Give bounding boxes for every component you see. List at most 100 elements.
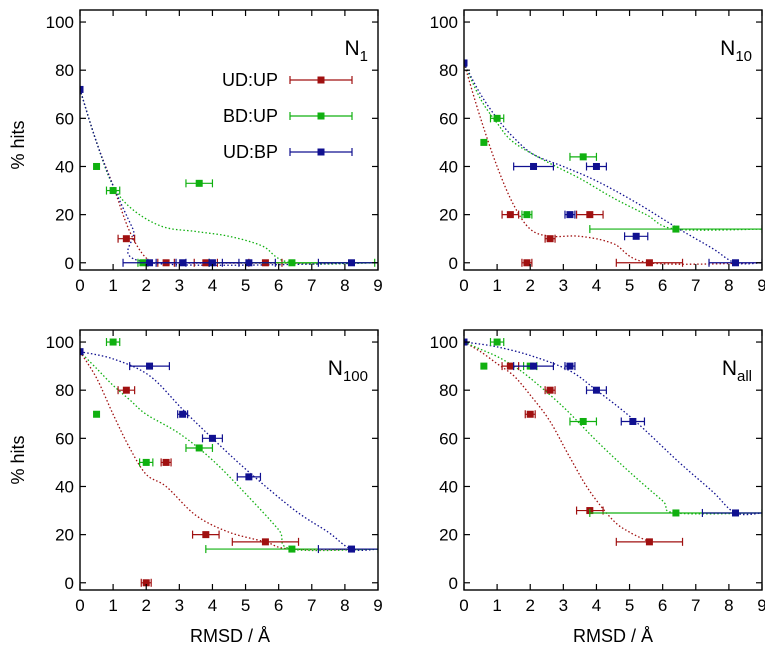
legend-label: BD:UP — [223, 106, 278, 126]
y-axis-label-top: % hits — [8, 120, 28, 169]
x-tick-label: 7 — [691, 596, 700, 615]
y-tick-label: 0 — [449, 574, 458, 593]
data-point — [480, 362, 488, 370]
trend-curve — [80, 351, 378, 551]
x-tick-label: 3 — [559, 596, 568, 615]
y-tick-label: 40 — [55, 477, 74, 496]
legend-label: UD:BP — [223, 142, 278, 162]
data-point — [579, 153, 587, 161]
x-tick-label: 6 — [274, 596, 283, 615]
x-tick-label: 6 — [658, 596, 667, 615]
y-axis-label-bottom: % hits — [8, 435, 28, 484]
x-tick-label: 4 — [592, 276, 601, 295]
x-tick-label: 5 — [625, 276, 634, 295]
y-tick-label: 20 — [439, 206, 458, 225]
x-tick-label: 0 — [75, 596, 84, 615]
x-axis-label-right: RMSD / Å — [573, 626, 653, 646]
data-point — [523, 259, 531, 267]
y-tick-label: 80 — [55, 381, 74, 400]
x-tick-label: 1 — [492, 596, 501, 615]
x-tick-label: 6 — [658, 276, 667, 295]
y-tick-label: 60 — [439, 429, 458, 448]
x-tick-label: 5 — [625, 596, 634, 615]
x-tick-label: 8 — [340, 596, 349, 615]
trend-curve — [464, 62, 762, 265]
y-tick-label: 100 — [46, 333, 74, 352]
data-point — [645, 538, 653, 546]
x-tick-label: 9 — [757, 596, 765, 615]
data-point — [530, 162, 538, 170]
x-tick-label: 8 — [340, 276, 349, 295]
panel-label-main: N — [720, 37, 735, 60]
data-point — [732, 259, 740, 267]
data-point — [202, 531, 210, 539]
y-tick-label: 100 — [430, 333, 458, 352]
x-tick-label: 3 — [175, 596, 184, 615]
data-point — [523, 211, 531, 219]
y-tick-label: 0 — [65, 254, 74, 273]
x-tick-label: 4 — [208, 596, 217, 615]
y-tick-label: 80 — [439, 381, 458, 400]
legend-label: UD:UP — [222, 70, 278, 90]
data-point — [645, 259, 653, 267]
y-tick-label: 20 — [439, 526, 458, 545]
panel-label-subscript: 100 — [343, 368, 368, 385]
data-point — [146, 362, 154, 370]
x-tick-label: 2 — [525, 276, 534, 295]
plot-area — [80, 85, 378, 267]
x-tick-label: 5 — [241, 596, 250, 615]
x-tick-label: 9 — [373, 276, 382, 295]
data-point — [245, 259, 253, 267]
data-point — [179, 259, 187, 267]
panel-label-main: N — [722, 357, 737, 380]
data-point — [672, 509, 680, 517]
data-point — [629, 417, 637, 425]
data-point — [506, 211, 514, 219]
data-point — [261, 538, 269, 546]
panel-label-subscript: 10 — [735, 48, 752, 65]
x-tick-label: 2 — [525, 596, 534, 615]
y-tick-label: 60 — [55, 429, 74, 448]
panel-label: N100 — [328, 357, 368, 385]
data-point — [142, 458, 150, 466]
x-tick-label: 9 — [757, 276, 765, 295]
x-tick-label: 1 — [108, 596, 117, 615]
trend-curve — [464, 341, 762, 516]
data-point — [546, 386, 554, 394]
y-tick-label: 80 — [439, 61, 458, 80]
data-point — [122, 235, 130, 243]
data-point — [80, 348, 84, 356]
x-tick-label: 7 — [307, 276, 316, 295]
plot-frame — [463, 9, 763, 271]
data-point — [493, 114, 501, 122]
x-tick-label: 0 — [459, 276, 468, 295]
panel-label-subscript: 1 — [360, 48, 368, 65]
legend-marker — [317, 76, 325, 84]
x-tick-label: 0 — [459, 596, 468, 615]
data-point — [109, 338, 117, 346]
x-tick-label: 7 — [307, 596, 316, 615]
trend-curve — [464, 341, 762, 515]
plot-area — [464, 338, 762, 546]
y-tick-label: 80 — [55, 61, 74, 80]
data-point — [93, 410, 101, 418]
data-point — [566, 211, 574, 219]
plot-frame — [79, 329, 379, 591]
data-point — [506, 362, 514, 370]
x-tick-label: 8 — [724, 596, 733, 615]
x-axis-label-left: RMSD / Å — [190, 626, 270, 646]
panel-label-main: N — [344, 37, 359, 60]
data-point — [195, 179, 203, 187]
x-tick-label: 4 — [208, 276, 217, 295]
plot-frame — [79, 9, 379, 271]
panel-label: N1 — [344, 37, 368, 65]
data-point — [530, 362, 538, 370]
y-tick-label: 0 — [65, 574, 74, 593]
x-tick-label: 6 — [274, 276, 283, 295]
legend: UD:UP BD:UP UD:BP — [222, 70, 353, 162]
data-point — [632, 232, 640, 240]
x-tick-label: 7 — [691, 276, 700, 295]
data-point — [195, 444, 203, 452]
x-tick-label: 3 — [559, 276, 568, 295]
